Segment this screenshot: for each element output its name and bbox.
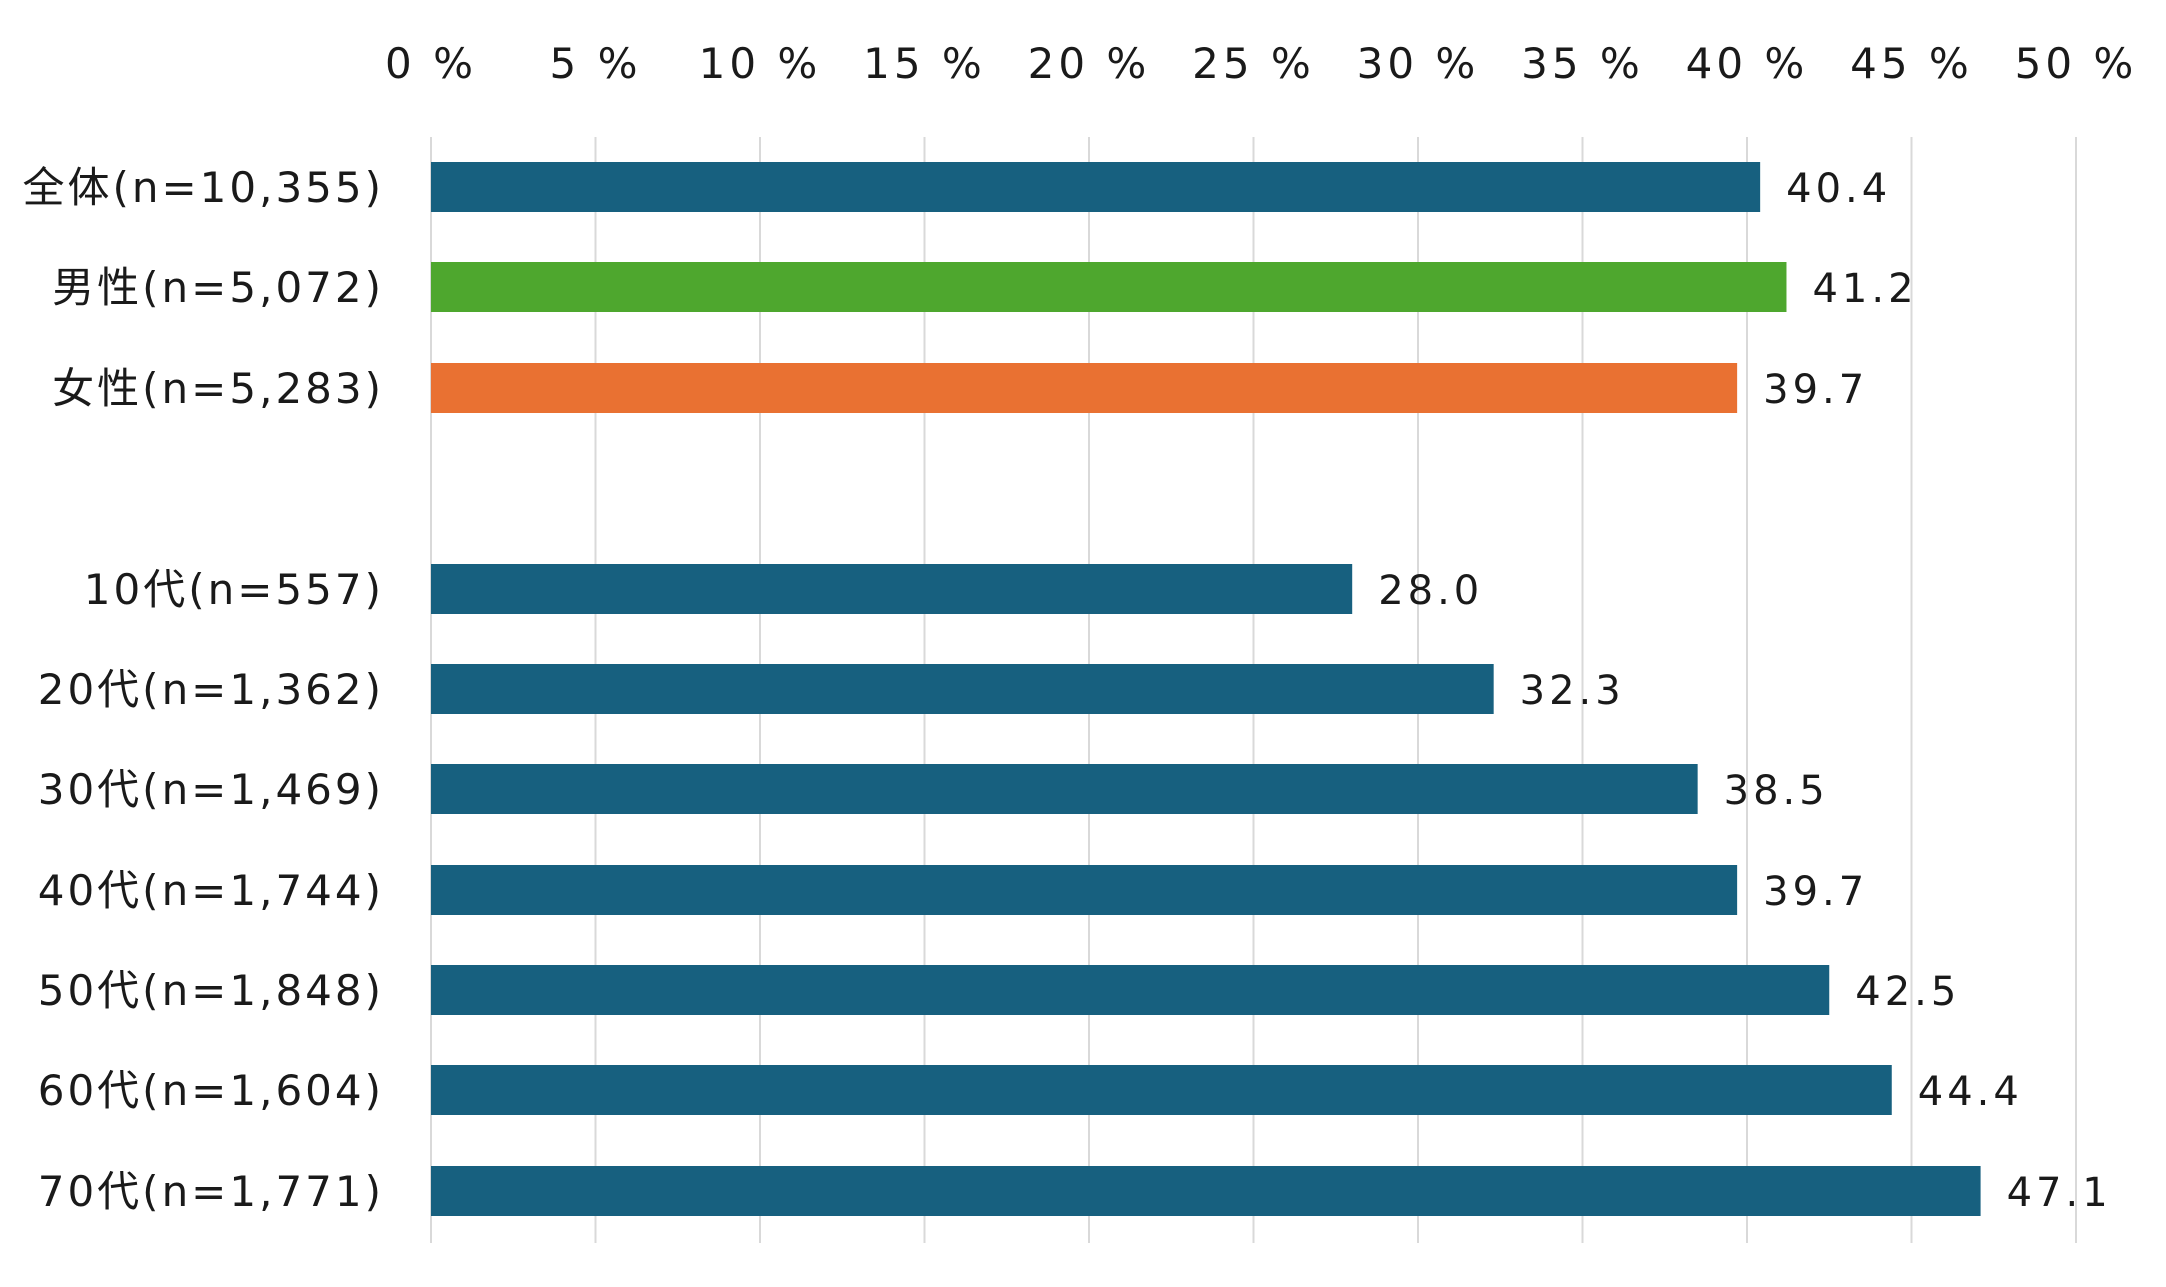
bar	[431, 262, 1787, 312]
x-tick-label: 20 %	[1028, 39, 1151, 88]
data-label: 44.4	[1918, 1069, 2023, 1115]
bar	[431, 1166, 1981, 1216]
category-label: 20代(n=1,362)	[38, 665, 384, 714]
x-tick-label: 10 %	[699, 39, 822, 88]
category-label: 30代(n=1,469)	[38, 765, 384, 814]
bar	[431, 965, 1830, 1015]
bar	[431, 564, 1353, 614]
x-tick-label: 15 %	[863, 39, 986, 88]
value-labels: 40.4 41.2 39.7 28.0 32.3 38.5 39.7 42.5 44.4 47.1	[1378, 166, 2112, 1216]
x-tick-label: 35 %	[1521, 39, 1644, 88]
x-tick-label: 30 %	[1357, 39, 1480, 88]
data-label: 39.7	[1763, 869, 1868, 915]
bar	[431, 162, 1761, 212]
category-label: 女性(n=5,283)	[52, 364, 384, 413]
category-label: 60代(n=1,604)	[38, 1066, 384, 1115]
category-label: 40代(n=1,744)	[38, 866, 384, 915]
category-label: 10代(n=557)	[84, 565, 384, 614]
category-label: 70代(n=1,771)	[38, 1167, 384, 1216]
bar	[431, 363, 1738, 413]
data-label: 40.4	[1786, 166, 1891, 212]
data-label: 32.3	[1520, 668, 1625, 714]
x-tick-label: 0 %	[385, 39, 477, 88]
bar	[431, 1065, 1892, 1115]
category-labels: 全体(n=10,355) 男性(n=5,072) 女性(n=5,283) 10代(n=…	[22, 163, 384, 1216]
x-tick-label: 40 %	[1686, 39, 1809, 88]
data-label: 39.7	[1763, 367, 1868, 413]
bar	[431, 764, 1698, 814]
data-label: 41.2	[1812, 266, 1917, 312]
bar	[431, 664, 1494, 714]
data-label: 38.5	[1724, 768, 1829, 814]
x-tick-label: 5 %	[550, 39, 642, 88]
category-label: 男性(n=5,072)	[52, 263, 384, 312]
category-label: 50代(n=1,848)	[38, 966, 384, 1015]
data-label: 28.0	[1378, 568, 1483, 614]
data-label: 42.5	[1855, 969, 1960, 1015]
x-tick-label: 45 %	[1850, 39, 1973, 88]
category-label: 全体(n=10,355)	[22, 163, 384, 212]
x-axis-tick-labels: 0 % 5 % 10 % 15 % 20 % 25 % 30 % 35 % 40 % 45 % 50…	[385, 39, 2138, 88]
data-label: 47.1	[2007, 1170, 2112, 1216]
bar	[431, 865, 1738, 915]
x-tick-label: 25 %	[1192, 39, 1315, 88]
x-tick-label: 50 %	[2015, 39, 2138, 88]
bars	[431, 162, 1981, 1216]
